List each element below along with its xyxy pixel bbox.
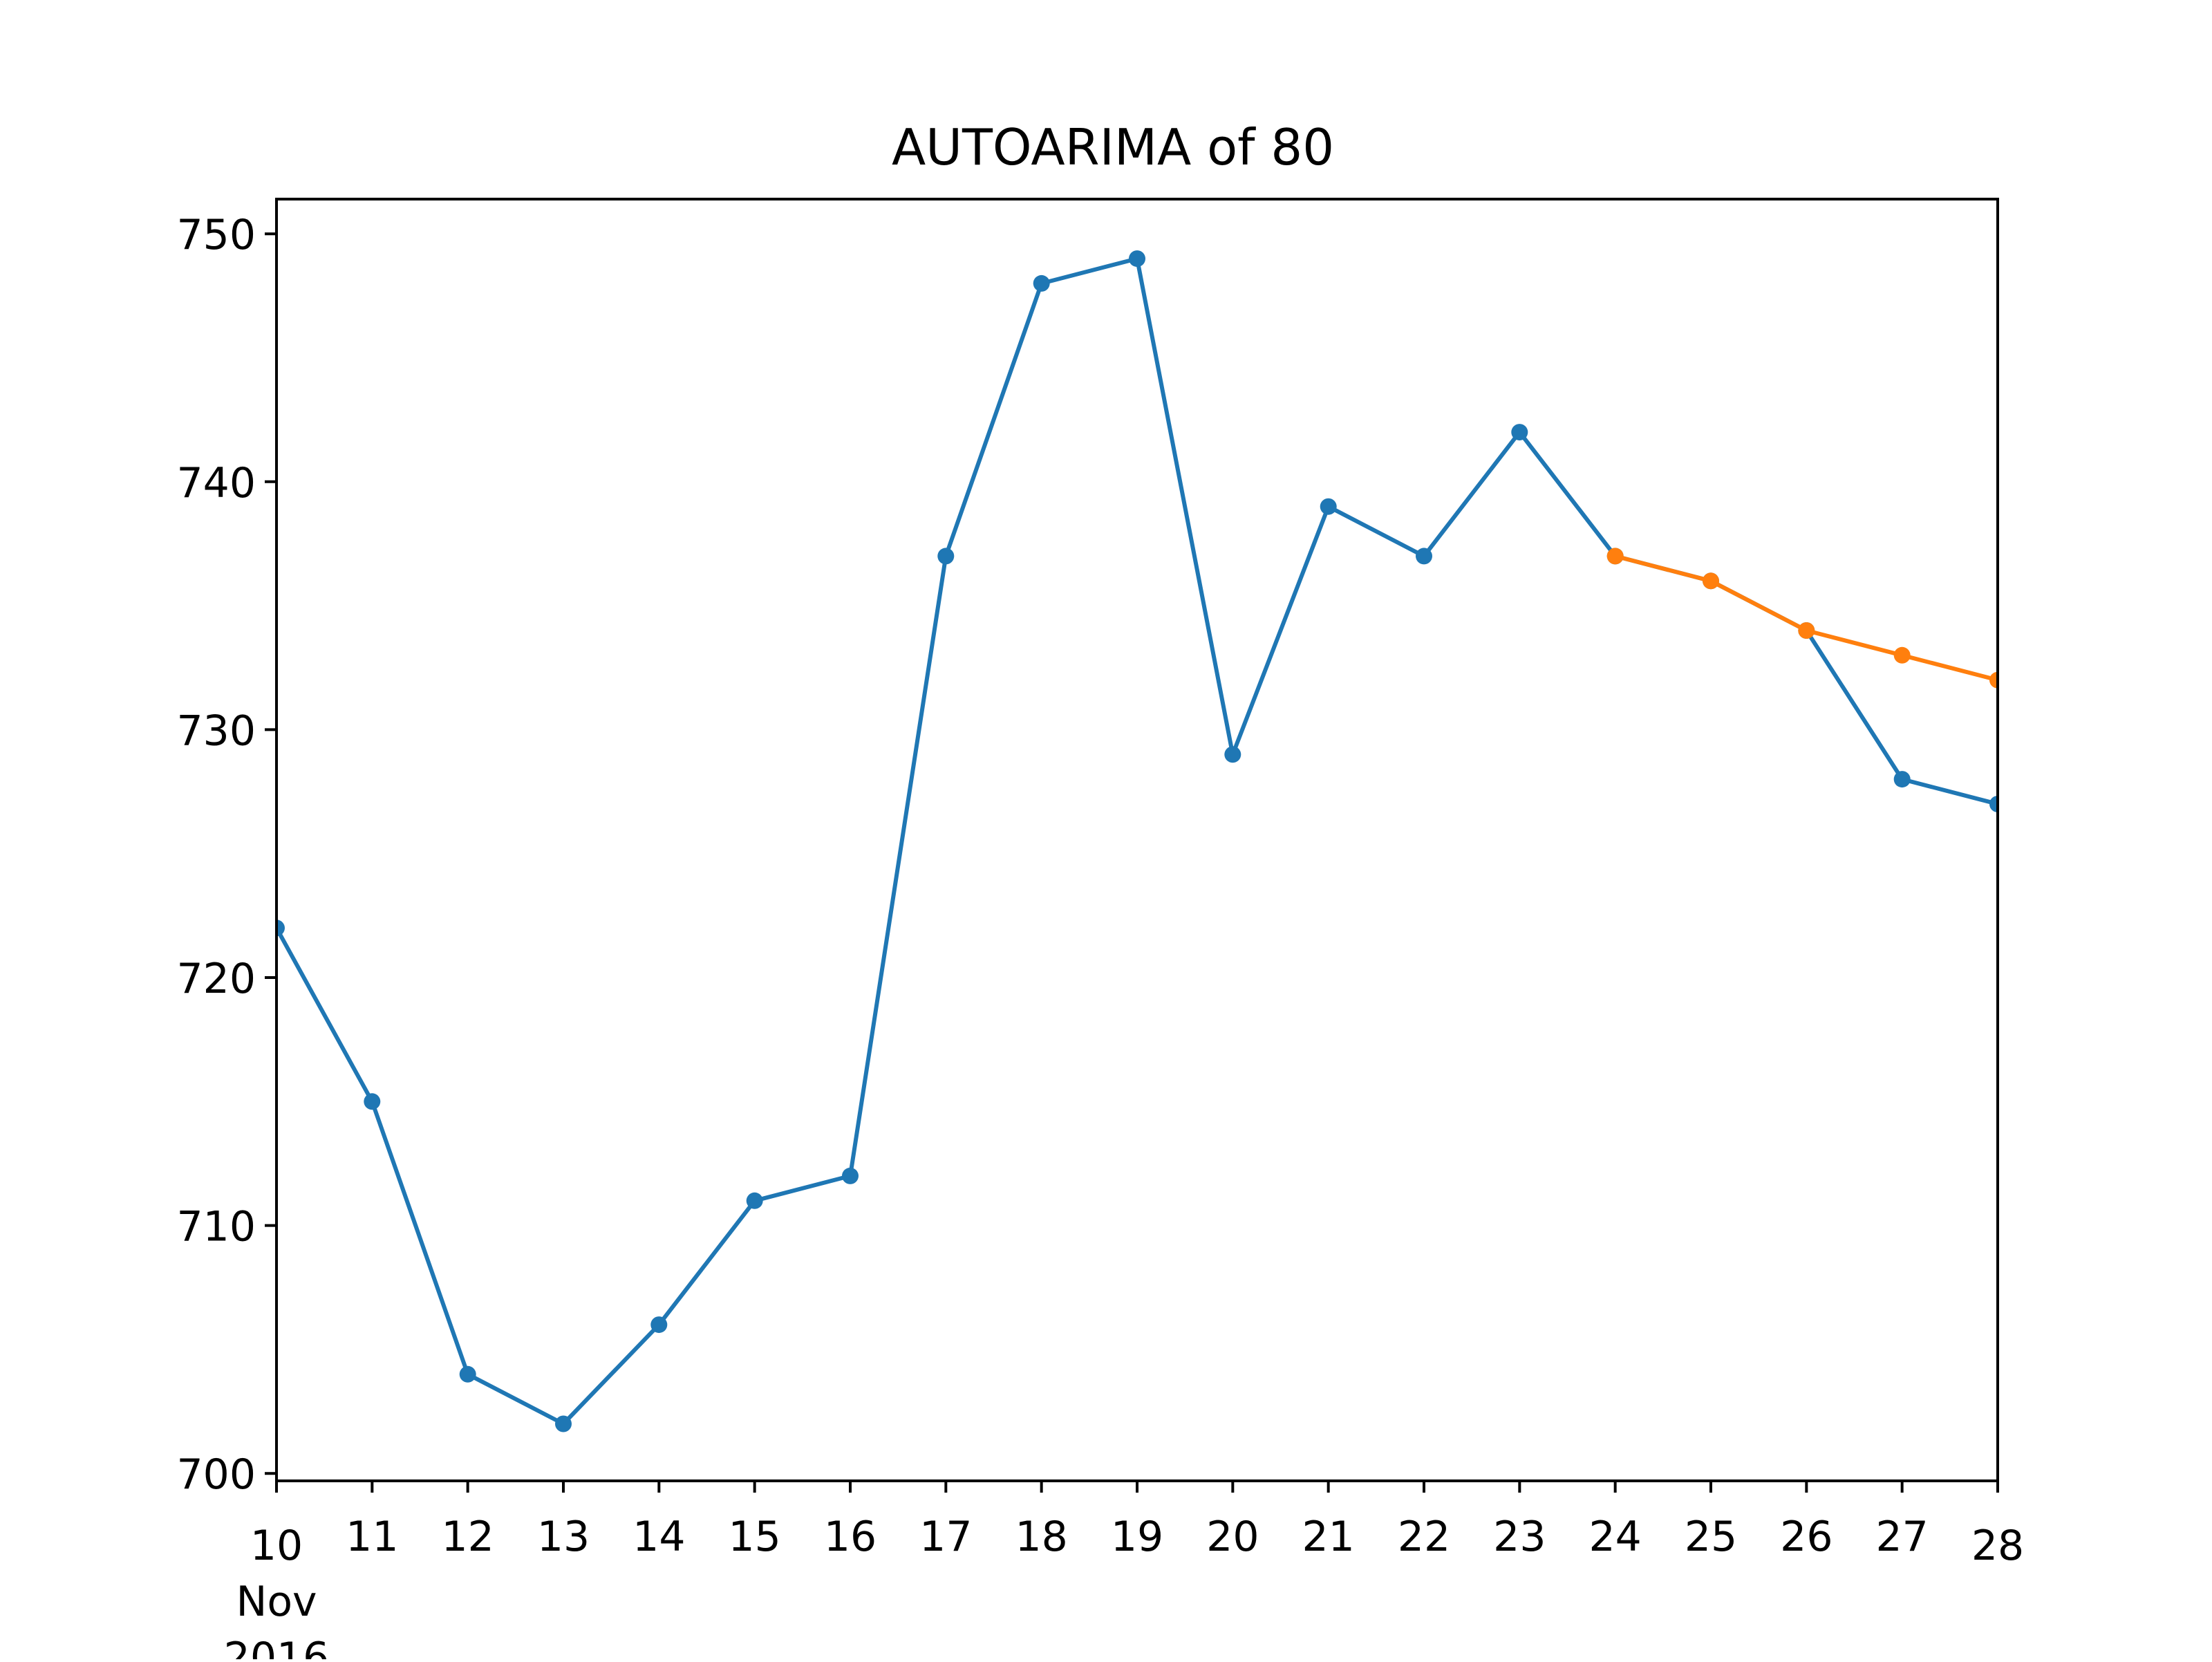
data-point-forecast-2 (1798, 622, 1815, 639)
x-tick-label-23: 23 (1493, 1513, 1546, 1561)
x-secondary-label-Nov: Nov (236, 1578, 317, 1626)
data-point-forecast-1 (1703, 572, 1719, 589)
x-tick-label-14: 14 (632, 1513, 685, 1561)
x-tick-label-15: 15 (728, 1513, 780, 1561)
data-point-actual-8 (1033, 275, 1050, 292)
x-tick-label-13: 13 (537, 1513, 590, 1561)
data-point-forecast-3 (1894, 647, 1911, 664)
data-point-actual-3 (555, 1416, 572, 1432)
x-tick-label-24: 24 (1588, 1513, 1641, 1561)
x-tick-label-21: 21 (1302, 1513, 1354, 1561)
data-point-actual-12 (1416, 548, 1432, 564)
y-tick-label-720: 720 (176, 955, 256, 1003)
chart-title: AUTOARIMA of 80 (892, 118, 1334, 176)
x-tick-label-28: 28 (1971, 1522, 2024, 1570)
x-tick-label-26: 26 (1780, 1513, 1833, 1561)
data-point-actual-2 (460, 1366, 476, 1383)
x-tick-label-20: 20 (1206, 1513, 1259, 1561)
data-point-actual-9 (1129, 250, 1145, 267)
y-tick-label-700: 700 (176, 1450, 256, 1499)
data-point-actual-5 (747, 1193, 763, 1209)
x-tick-label-22: 22 (1398, 1513, 1450, 1561)
data-point-actual-10 (1224, 746, 1241, 763)
data-point-actual-1 (364, 1093, 380, 1110)
x-tick-label-17: 17 (919, 1513, 972, 1561)
y-tick-label-730: 730 (176, 707, 256, 755)
x-tick-label-18: 18 (1015, 1513, 1067, 1561)
y-tick-label-750: 750 (176, 211, 256, 259)
data-point-forecast-0 (1607, 548, 1624, 564)
y-tick-label-740: 740 (176, 459, 256, 507)
data-point-actual-7 (937, 548, 954, 564)
x-secondary-label-2016: 2016 (224, 1634, 330, 1659)
data-point-actual-17 (1894, 771, 1911, 787)
data-point-actual-13 (1511, 424, 1528, 440)
x-tick-label-19: 19 (1111, 1513, 1163, 1561)
x-tick-label-12: 12 (441, 1513, 494, 1561)
data-point-actual-6 (842, 1168, 859, 1184)
data-point-actual-11 (1320, 498, 1337, 515)
x-tick-label-10: 10 (250, 1522, 303, 1570)
x-tick-label-25: 25 (1685, 1513, 1737, 1561)
x-tick-label-11: 11 (346, 1513, 398, 1561)
x-tick-label-27: 27 (1875, 1513, 1928, 1561)
data-point-actual-4 (650, 1316, 667, 1333)
x-tick-label-16: 16 (824, 1513, 877, 1561)
y-tick-label-710: 710 (176, 1203, 256, 1251)
